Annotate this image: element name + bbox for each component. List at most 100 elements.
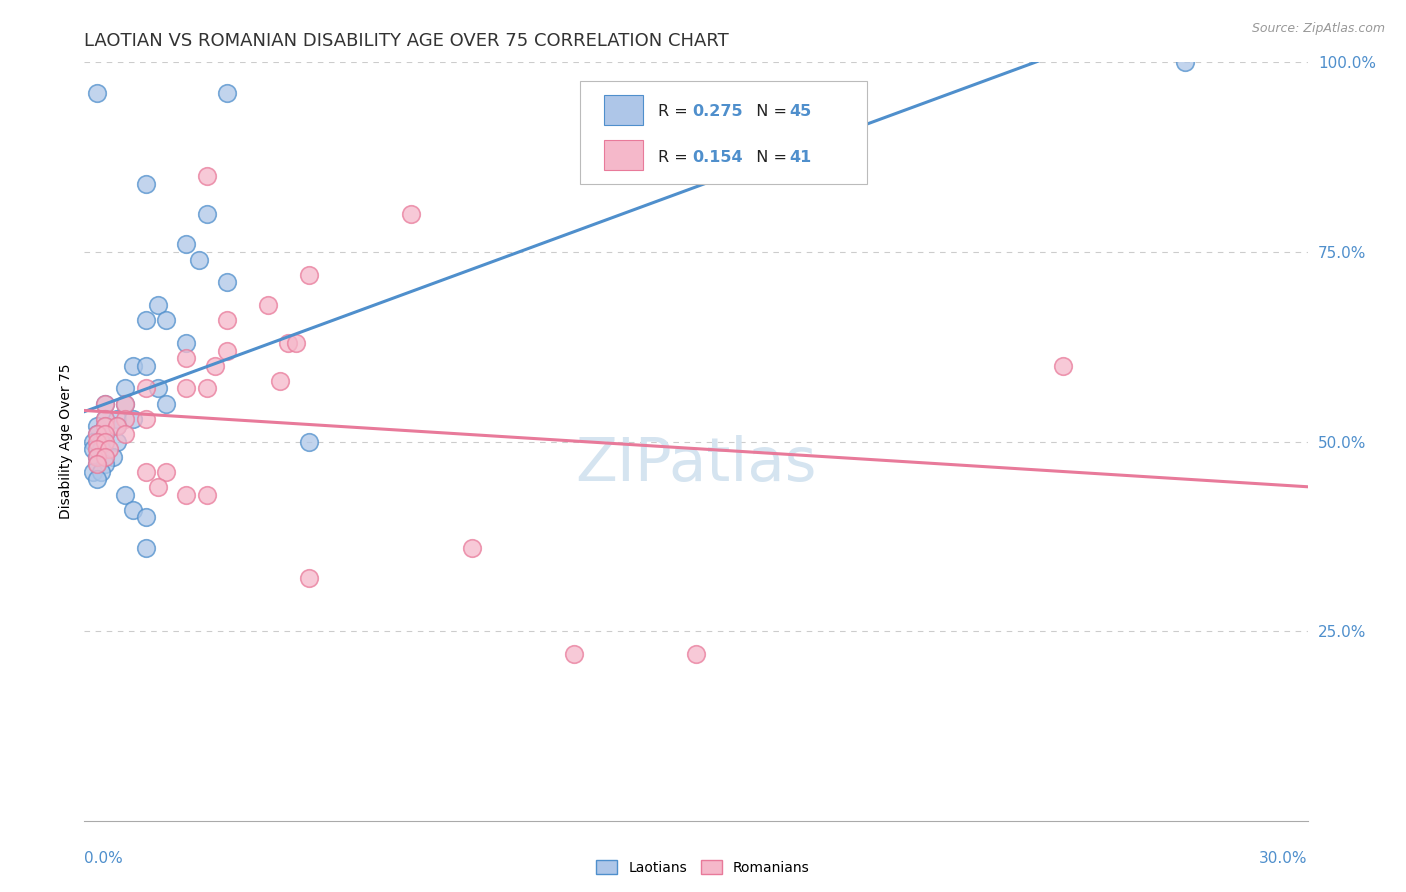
Point: [195, 382, 218, 396]
Point: [562, 647, 585, 661]
Point: [86, 473, 108, 487]
Point: [86, 86, 108, 100]
FancyBboxPatch shape: [605, 140, 644, 170]
Point: [174, 335, 197, 350]
Point: [146, 298, 169, 312]
Point: [86, 434, 108, 449]
Point: [257, 298, 280, 312]
Point: [298, 571, 321, 585]
Point: [86, 442, 108, 457]
Text: 0.275: 0.275: [692, 104, 742, 120]
Point: [285, 335, 308, 350]
Point: [86, 450, 108, 464]
Point: [90, 442, 112, 457]
Text: R =: R =: [658, 104, 693, 120]
Point: [86, 427, 108, 442]
Point: [97, 442, 120, 457]
Point: [174, 487, 197, 501]
Point: [122, 359, 145, 373]
Point: [155, 313, 177, 327]
Point: [269, 374, 291, 388]
Point: [135, 510, 157, 524]
Point: [93, 412, 115, 426]
Point: [174, 351, 197, 366]
Point: [114, 487, 136, 501]
Point: [93, 412, 115, 426]
Point: [146, 480, 169, 494]
Point: [217, 313, 239, 327]
Point: [114, 396, 136, 410]
Point: [86, 450, 108, 464]
Point: [277, 335, 299, 350]
Point: [93, 434, 115, 449]
Point: [187, 252, 209, 267]
Point: [114, 382, 136, 396]
Text: LAOTIAN VS ROMANIAN DISABILITY AGE OVER 75 CORRELATION CHART: LAOTIAN VS ROMANIAN DISABILITY AGE OVER …: [84, 32, 730, 50]
Point: [155, 396, 177, 410]
Point: [105, 419, 128, 434]
Point: [93, 419, 115, 434]
Point: [155, 465, 177, 479]
Point: [105, 412, 128, 426]
Point: [82, 442, 104, 457]
Point: [86, 457, 108, 471]
Text: 0.154: 0.154: [692, 150, 742, 165]
Point: [217, 343, 239, 358]
Point: [82, 434, 104, 449]
Text: 41: 41: [789, 150, 811, 165]
Point: [93, 396, 115, 410]
Point: [90, 465, 112, 479]
Point: [135, 177, 157, 191]
Point: [135, 412, 157, 426]
Point: [146, 382, 169, 396]
Text: 30.0%: 30.0%: [1260, 851, 1308, 866]
Point: [93, 419, 115, 434]
Point: [93, 457, 115, 471]
Point: [195, 487, 218, 501]
Text: 45: 45: [789, 104, 811, 120]
Point: [114, 412, 136, 426]
Point: [82, 465, 104, 479]
Point: [105, 434, 128, 449]
Point: [93, 427, 115, 442]
Legend: Laotians, Romanians: Laotians, Romanians: [591, 855, 815, 880]
Text: Source: ZipAtlas.com: Source: ZipAtlas.com: [1251, 22, 1385, 36]
FancyBboxPatch shape: [605, 95, 644, 125]
Point: [105, 419, 128, 434]
Point: [461, 541, 484, 555]
Text: N =: N =: [747, 104, 792, 120]
Point: [135, 313, 157, 327]
Point: [135, 382, 157, 396]
Point: [101, 450, 124, 464]
Point: [135, 541, 157, 555]
Point: [135, 465, 157, 479]
Point: [93, 427, 115, 442]
Point: [204, 359, 226, 373]
Point: [174, 237, 197, 252]
Point: [86, 457, 108, 471]
Point: [90, 434, 112, 449]
Y-axis label: Disability Age Over 75: Disability Age Over 75: [59, 364, 73, 519]
Point: [114, 396, 136, 410]
Text: ZIPatlas: ZIPatlas: [575, 434, 817, 494]
Point: [93, 396, 115, 410]
Point: [217, 275, 239, 289]
Point: [86, 419, 108, 434]
FancyBboxPatch shape: [579, 81, 868, 184]
Point: [114, 427, 136, 442]
Point: [685, 647, 707, 661]
Point: [1174, 55, 1197, 70]
Point: [195, 207, 218, 221]
Point: [93, 450, 115, 464]
Point: [195, 169, 218, 184]
Point: [174, 382, 197, 396]
Text: 0.0%: 0.0%: [84, 851, 124, 866]
Point: [93, 450, 115, 464]
Point: [399, 207, 422, 221]
Point: [122, 412, 145, 426]
Point: [298, 434, 321, 449]
Point: [217, 86, 239, 100]
Point: [86, 427, 108, 442]
Point: [135, 359, 157, 373]
Point: [1052, 359, 1074, 373]
